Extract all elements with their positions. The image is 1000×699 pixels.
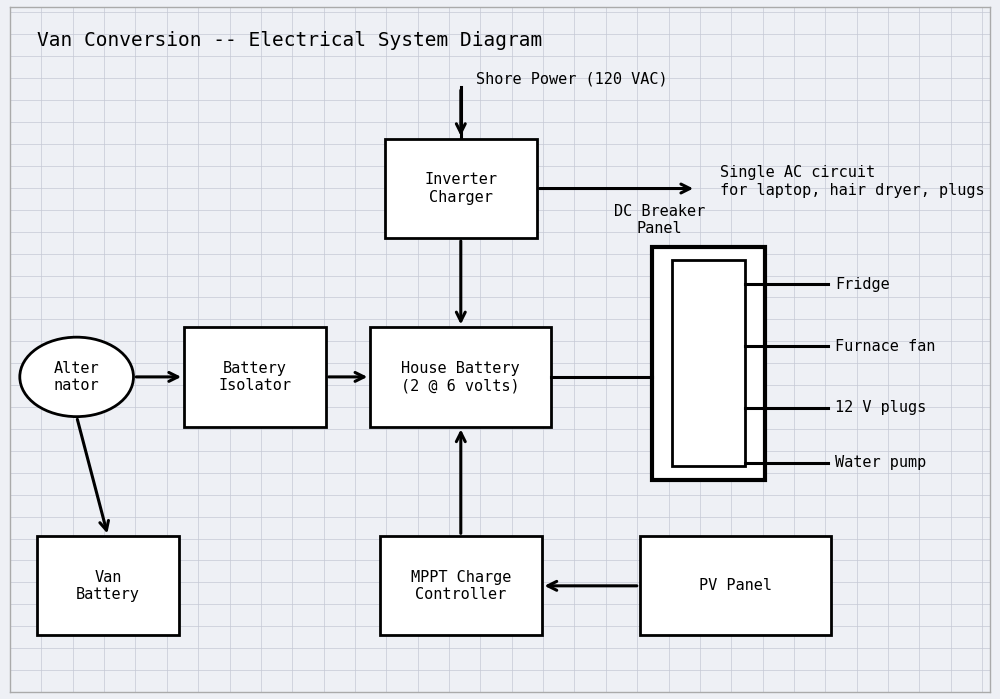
- Text: DC Breaker
Panel: DC Breaker Panel: [614, 204, 705, 236]
- Text: PV Panel: PV Panel: [699, 578, 772, 593]
- Bar: [184, 327, 326, 426]
- Bar: [37, 536, 179, 635]
- Circle shape: [20, 337, 133, 417]
- Bar: [380, 536, 542, 635]
- Text: Van
Battery: Van Battery: [76, 570, 140, 602]
- Bar: [385, 139, 537, 238]
- Text: Single AC circuit
for laptop, hair dryer, plugs: Single AC circuit for laptop, hair dryer…: [720, 166, 985, 198]
- Text: MPPT Charge
Controller: MPPT Charge Controller: [411, 570, 511, 602]
- Bar: [640, 536, 831, 635]
- Text: House Battery
(2 @ 6 volts): House Battery (2 @ 6 volts): [401, 361, 520, 393]
- Text: Battery
Isolator: Battery Isolator: [218, 361, 292, 393]
- Bar: [672, 261, 745, 466]
- Bar: [370, 327, 551, 426]
- Text: Inverter
Charger: Inverter Charger: [424, 173, 497, 205]
- Text: Shore Power (120 VAC): Shore Power (120 VAC): [476, 71, 667, 87]
- Bar: [652, 247, 765, 480]
- Text: Van Conversion -- Electrical System Diagram: Van Conversion -- Electrical System Diag…: [37, 31, 543, 50]
- Text: Furnace fan: Furnace fan: [835, 338, 936, 354]
- Text: 12 V plugs: 12 V plugs: [835, 401, 926, 415]
- Text: Water pump: Water pump: [835, 455, 926, 470]
- Text: Alter
nator: Alter nator: [54, 361, 99, 393]
- Text: Fridge: Fridge: [835, 277, 890, 292]
